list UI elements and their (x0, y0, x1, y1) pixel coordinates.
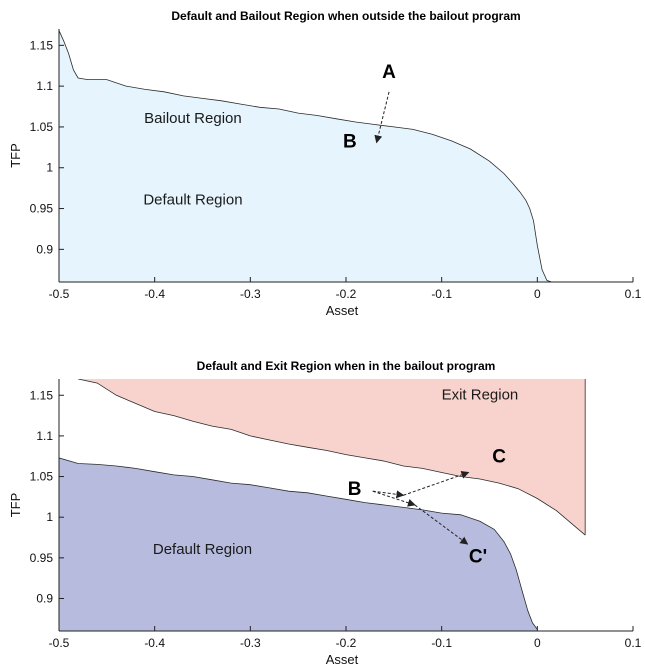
point-label: A (382, 62, 396, 83)
bailout-region-boundary (59, 30, 552, 282)
x-tick-label: 0.1 (625, 287, 642, 301)
x-tick-label: -0.1 (431, 636, 452, 650)
x-tick-label: -0.3 (240, 287, 261, 301)
exit-region-boundary (78, 379, 586, 536)
transition-arrow (414, 504, 469, 545)
y-tick-label: 1.05 (30, 120, 54, 134)
default-region-boundary (59, 457, 538, 630)
chart-panel-2: -0.5 -0.4 -0.3 -0.2 -0.1 0 0.1 0.9 0.95 1 1.05 1.1 1… (8, 359, 642, 667)
point-label: B (343, 131, 357, 152)
y-tick-label: 1 (46, 510, 53, 524)
x-tick-label: -0.5 (49, 287, 70, 301)
y-tick-label: 0.95 (30, 202, 54, 216)
x-tick-label: -0.4 (144, 636, 165, 650)
y-tick-label: 1 (46, 161, 53, 175)
transition-arrow (372, 490, 416, 507)
y-tick-label: 1.15 (30, 38, 54, 52)
y-axis-label: TFP (8, 143, 23, 168)
plot-area (59, 379, 586, 631)
point-label: B (348, 479, 362, 500)
chart-title: Default and Exit Region when in the bail… (197, 359, 496, 373)
transition-arrow (372, 490, 405, 499)
x-tick-label: 0 (534, 636, 541, 650)
transition-arrow (403, 471, 470, 496)
x-tick-label: 0.1 (625, 636, 642, 650)
x-tick-label: -0.2 (336, 636, 357, 650)
chart-title: Default and Bailout Region when outside … (171, 9, 520, 23)
x-tick-label: -0.5 (49, 636, 70, 650)
plot-area (59, 30, 552, 282)
x-axis-label: Asset (326, 652, 359, 667)
transition-arrow (374, 91, 390, 144)
y-tick-label: 1.05 (30, 470, 54, 484)
x-tick-label: -0.2 (336, 287, 357, 301)
y-tick-label: 0.9 (36, 242, 53, 256)
exit-region-fill (78, 379, 586, 536)
x-axis-label: Asset (326, 303, 359, 318)
y-axis-label: TFP (8, 493, 23, 518)
x-tick-label: -0.3 (240, 636, 261, 650)
y-tick-label: 1.1 (36, 79, 53, 93)
region-label: Default Region (143, 191, 242, 208)
point-label: C' (469, 547, 487, 568)
bailout-region-fill (59, 30, 552, 282)
x-tick-label: -0.1 (431, 287, 452, 301)
y-tick-label: 1.1 (36, 429, 53, 443)
x-tick-label: -0.4 (144, 287, 165, 301)
y-tick-label: 1.15 (30, 388, 54, 402)
x-tick-label: 0 (534, 287, 541, 301)
region-label: Default Region (153, 541, 252, 558)
y-tick-label: 0.95 (30, 551, 54, 565)
y-tick-label: 0.9 (36, 591, 53, 605)
point-label: C (492, 447, 506, 468)
default-region-fill (59, 457, 538, 631)
chart-panel-1: -0.5 -0.4 -0.3 -0.2 -0.1 0 0.1 0.9 0.95 1 1.05 1.1 1… (8, 9, 642, 318)
region-label: Exit Region (442, 386, 519, 403)
region-label: Bailout Region (144, 110, 242, 127)
